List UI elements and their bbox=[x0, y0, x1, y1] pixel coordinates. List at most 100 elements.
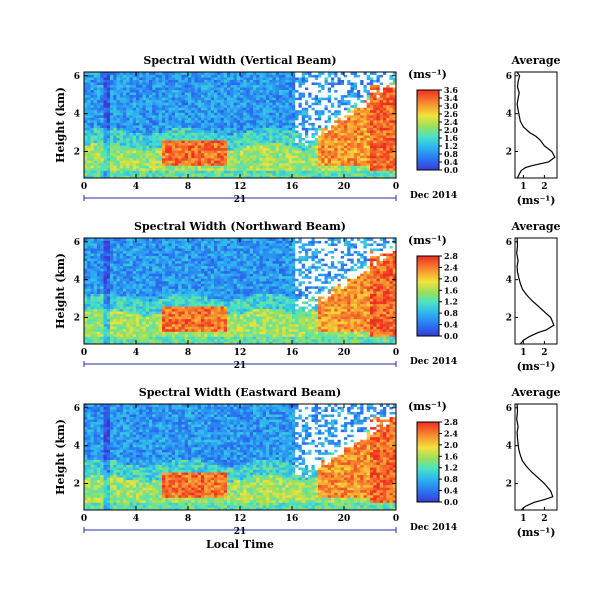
heatmap-cell bbox=[123, 127, 127, 131]
heatmap-cell bbox=[327, 79, 332, 83]
heatmap-cell bbox=[220, 114, 225, 118]
heatmap-cell bbox=[139, 97, 143, 101]
heatmap-cell bbox=[266, 150, 270, 154]
heatmap-cell bbox=[142, 160, 147, 164]
heatmap-cell bbox=[158, 99, 163, 103]
heatmap-cell bbox=[227, 162, 231, 166]
heatmap-cell bbox=[197, 89, 202, 93]
heatmap-cell bbox=[318, 74, 322, 78]
heatmap-cell bbox=[123, 283, 127, 287]
heatmap-cell bbox=[201, 97, 205, 101]
heatmap-cell bbox=[162, 84, 166, 88]
heatmap-cell bbox=[145, 82, 150, 86]
heatmap-cell bbox=[295, 142, 299, 146]
heatmap-cell bbox=[230, 145, 234, 149]
heatmap-cell bbox=[113, 150, 117, 154]
heatmap-cell bbox=[311, 74, 316, 78]
heatmap-cell bbox=[126, 338, 130, 342]
heatmap-cell bbox=[392, 157, 397, 161]
heatmap-cell bbox=[370, 102, 374, 106]
heatmap-cell bbox=[149, 87, 153, 91]
heatmap-cell bbox=[113, 104, 117, 108]
heatmap-cell bbox=[379, 170, 384, 174]
heatmap-cell bbox=[240, 77, 244, 80]
heatmap-cell bbox=[220, 145, 225, 149]
heatmap-cell bbox=[93, 147, 98, 151]
heatmap-cell bbox=[90, 253, 95, 257]
heatmap-cell bbox=[178, 127, 182, 131]
heatmap-cell bbox=[227, 84, 231, 88]
heatmap-cell bbox=[324, 127, 329, 131]
heatmap-cell bbox=[292, 147, 296, 151]
heatmap-cell bbox=[240, 152, 244, 156]
heatmap-cell bbox=[116, 248, 121, 252]
heatmap-cell bbox=[269, 87, 273, 91]
heatmap-cell bbox=[337, 167, 342, 171]
heatmap-cell bbox=[149, 155, 153, 159]
heatmap-cell bbox=[318, 99, 322, 103]
heatmap-cell bbox=[103, 152, 108, 156]
heatmap-cell bbox=[305, 160, 309, 164]
heatmap-cell bbox=[184, 130, 189, 133]
heatmap-cell bbox=[366, 72, 371, 75]
heatmap-cell bbox=[168, 125, 173, 128]
heatmap-cell bbox=[269, 137, 273, 141]
heatmap-cell bbox=[230, 72, 234, 75]
heatmap-cell bbox=[321, 102, 325, 106]
heatmap-cell bbox=[181, 119, 186, 123]
heatmap-cell bbox=[201, 162, 205, 166]
heatmap-cell bbox=[139, 250, 143, 254]
heatmap-cell bbox=[149, 248, 153, 252]
heatmap-cell bbox=[136, 273, 140, 277]
heatmap-cell bbox=[168, 160, 173, 164]
heatmap-cell bbox=[194, 162, 199, 166]
heatmap-cell bbox=[282, 167, 286, 171]
heatmap-cell bbox=[353, 87, 358, 91]
heatmap-cell bbox=[321, 145, 325, 149]
heatmap-cell bbox=[259, 175, 264, 179]
heatmap-cell bbox=[97, 260, 101, 264]
heatmap-cell bbox=[392, 175, 397, 179]
heatmap-cell bbox=[366, 155, 371, 159]
heatmap-cell bbox=[233, 112, 238, 116]
heatmap-cell bbox=[84, 175, 88, 179]
heatmap-cell bbox=[162, 172, 166, 176]
heatmap-cell bbox=[119, 119, 124, 123]
heatmap-cell bbox=[113, 77, 117, 80]
heatmap-cell bbox=[142, 140, 147, 144]
heatmap-cell bbox=[152, 341, 156, 345]
heatmap-cell bbox=[340, 167, 345, 171]
heatmap-cell bbox=[214, 119, 218, 123]
colorbar-tick-label: 2.6 bbox=[444, 109, 458, 119]
heatmap-cell bbox=[119, 308, 124, 312]
heatmap-cell bbox=[119, 260, 124, 264]
heatmap-cell bbox=[285, 167, 290, 171]
heatmap-cell bbox=[340, 92, 345, 96]
heatmap-cell bbox=[350, 127, 355, 131]
heatmap-cell bbox=[256, 145, 260, 149]
heatmap-cell bbox=[188, 104, 192, 108]
heatmap-cell bbox=[139, 265, 143, 269]
heatmap-cell bbox=[136, 301, 140, 305]
heatmap-cell bbox=[240, 107, 244, 111]
heatmap-cell bbox=[262, 87, 267, 91]
heatmap-cell bbox=[282, 125, 286, 128]
heatmap-cell bbox=[227, 82, 231, 86]
heatmap-cell bbox=[223, 147, 228, 151]
heatmap-cell bbox=[97, 250, 101, 254]
heatmap-cell bbox=[334, 97, 338, 101]
heatmap-cell bbox=[366, 132, 371, 136]
heatmap-cell bbox=[246, 162, 251, 166]
heatmap-cell bbox=[256, 175, 260, 179]
heatmap-cell bbox=[129, 82, 134, 86]
heatmap-cell bbox=[184, 132, 189, 136]
heatmap-cell bbox=[318, 125, 322, 128]
heatmap-cell bbox=[123, 326, 127, 330]
heatmap-cell bbox=[327, 160, 332, 164]
heatmap-cell bbox=[366, 102, 371, 106]
heatmap-cell bbox=[305, 79, 309, 83]
heatmap-cell bbox=[113, 92, 117, 96]
heatmap-cell bbox=[129, 278, 134, 282]
heatmap-cell bbox=[126, 306, 130, 310]
heatmap-cell bbox=[288, 132, 293, 136]
